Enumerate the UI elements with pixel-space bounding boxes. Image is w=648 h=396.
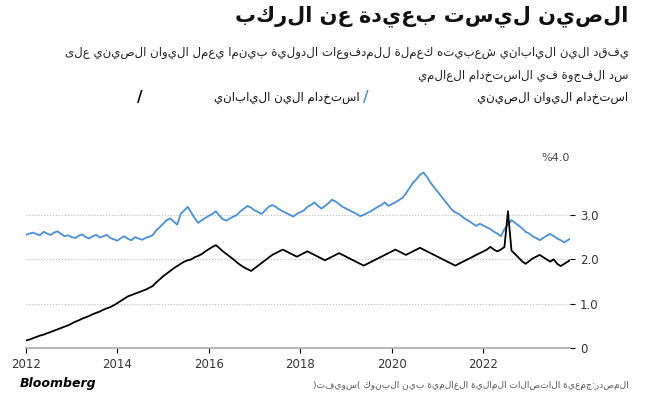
- Text: ينيصلا ناويلا مادختسا: ينيصلا ناويلا مادختسا: [478, 91, 629, 103]
- Text: /: /: [137, 89, 142, 105]
- Text: )تفيوس( كونبلا نيب ةيملاعلا ةيلاملا تالاصتالا ةيعمج:ردصملا: )تفيوس( كونبلا نيب ةيملاعلا ةيلاملا تالا…: [313, 381, 629, 390]
- Text: ىلع ينيصلا ناويلا لمعي امنيب ةيلودلا تاعوفدملل ةلمعك هتيبعش ينابايلا نيلا دقفي: ىلع ينيصلا ناويلا لمعي امنيب ةيلودلا تاع…: [65, 46, 629, 59]
- Text: بكرلا نع ةديعب تسيل نيصلا: بكرلا نع ةديعب تسيل نيصلا: [235, 6, 629, 27]
- Text: يملاعلا مادختسالا يف ةوجفلا دس: يملاعلا مادختسالا يف ةوجفلا دس: [418, 69, 629, 82]
- Text: %4.0: %4.0: [542, 153, 570, 163]
- Text: Bloomberg: Bloomberg: [19, 377, 96, 390]
- Text: ينابايلا نيلا مادختسا: ينابايلا نيلا مادختسا: [214, 91, 360, 103]
- Text: /: /: [364, 89, 369, 105]
